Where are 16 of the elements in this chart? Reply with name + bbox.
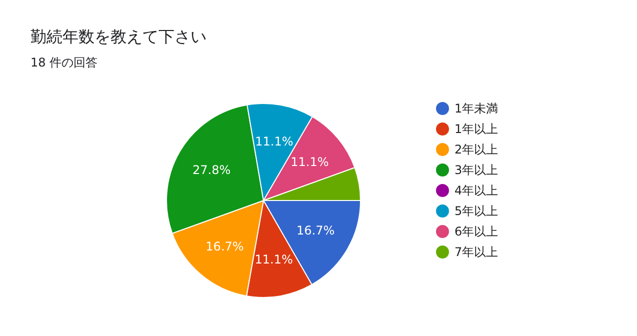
legend-label: 2年以上 [454, 142, 498, 156]
legend-label: 1年未満 [454, 102, 498, 116]
legend-label: 6年以上 [454, 224, 498, 238]
legend-label: 1年以上 [454, 122, 498, 136]
legend-label: 4年以上 [454, 184, 498, 198]
legend-label: 3年以上 [454, 163, 498, 177]
chart-title: 勤続年数を教えて下さい [30, 27, 206, 46]
text: 18 件の回答 [30, 56, 98, 70]
data-label: 11.1% [254, 252, 293, 267]
data-label: 11.1% [290, 155, 329, 170]
legend-label: 7年以上 [454, 245, 498, 259]
data-label: 27.8% [192, 163, 231, 178]
legend-label: 5年以上 [454, 204, 498, 218]
data-label: 11.1% [255, 134, 294, 148]
data-label: 16.7% [296, 224, 335, 238]
data-label: 16.7% [206, 239, 244, 254]
